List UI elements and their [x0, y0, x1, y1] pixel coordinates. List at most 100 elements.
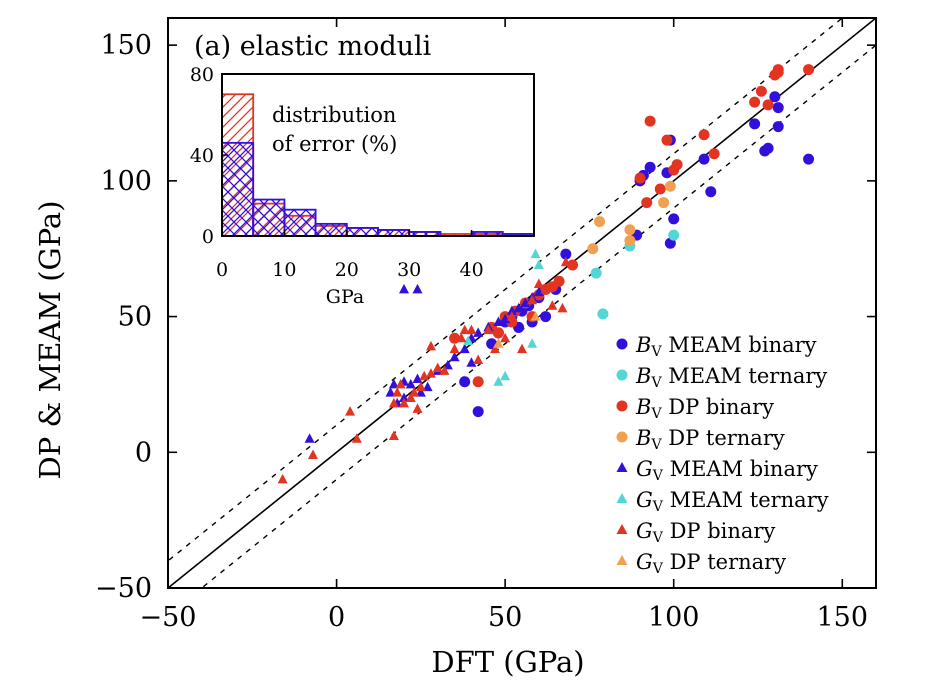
data-point — [490, 343, 501, 354]
inset-y-tick-label: 40 — [190, 145, 214, 167]
data-point — [277, 473, 288, 484]
data-point — [399, 392, 409, 402]
data-point — [399, 397, 409, 408]
data-point — [803, 153, 815, 165]
data-point — [772, 102, 784, 114]
data-point — [644, 115, 656, 127]
data-point — [749, 96, 761, 108]
panel-title: (a) elastic moduli — [194, 31, 432, 62]
data-point — [530, 311, 541, 321]
data-point — [351, 433, 362, 443]
data-point — [533, 259, 544, 269]
data-point — [634, 172, 646, 184]
y-tick-label: 0 — [135, 437, 152, 468]
data-point — [472, 376, 484, 388]
legend: BV MEAM binary BV MEAM ternary BV DP binar… — [616, 333, 829, 577]
data-point — [307, 449, 318, 459]
data-point — [466, 324, 477, 335]
legend-label: BV DP binary — [635, 395, 774, 422]
data-point — [594, 216, 606, 228]
legend-marker — [616, 431, 628, 443]
inset-x-tick-label: 0 — [216, 259, 228, 281]
x-tick-label: 0 — [328, 602, 345, 633]
inset-x-tick-label: 20 — [335, 259, 359, 281]
data-point — [422, 381, 433, 392]
data-point — [641, 197, 653, 209]
inset-y-tick-label: 80 — [190, 64, 214, 86]
data-point — [772, 64, 784, 76]
data-point — [388, 378, 399, 389]
inset-x-axis: 0 10 20 30 40 — [216, 230, 484, 281]
data-point — [624, 235, 636, 247]
histogram-bar — [314, 222, 348, 237]
data-point — [597, 308, 609, 320]
data-point — [527, 294, 538, 305]
data-point — [708, 148, 720, 160]
data-point — [506, 305, 517, 316]
data-point — [473, 354, 484, 364]
data-point — [527, 338, 538, 348]
inset-title-line-2: of error (%) — [272, 132, 397, 156]
y-tick-label: 50 — [118, 302, 152, 333]
y-axis-label: DP & MEAM (GPa) — [33, 200, 67, 479]
data-point — [749, 118, 761, 130]
data-point — [772, 121, 784, 133]
data-point — [412, 283, 423, 294]
inset-bars — [221, 93, 535, 237]
data-point — [466, 357, 477, 367]
inset-y-axis: 0 40 80 — [190, 64, 228, 248]
legend-label: GV DP binary — [636, 519, 775, 546]
data-point — [395, 378, 406, 389]
data-point — [533, 278, 544, 288]
inset-histogram: 0 10 20 30 40 0 40 80 distribution of error (%… — [190, 64, 535, 308]
legend-label: BV DP ternary — [635, 426, 785, 453]
x-tick-label: −50 — [140, 602, 197, 633]
data-point — [755, 85, 767, 97]
data-point — [456, 332, 467, 343]
data-point — [449, 351, 460, 362]
data-point — [624, 224, 636, 236]
data-point — [405, 378, 416, 389]
data-point — [803, 64, 815, 76]
data-point — [392, 387, 403, 397]
legend-marker — [616, 338, 628, 350]
data-point — [668, 164, 680, 176]
data-point — [506, 311, 517, 321]
data-point — [425, 368, 436, 378]
data-point — [668, 229, 680, 241]
x-axis: −50 0 50 100 150 — [140, 18, 868, 633]
error-band-line-1 — [168, 18, 844, 562]
data-point — [567, 259, 579, 271]
data-point — [658, 197, 670, 209]
legend-marker — [616, 524, 628, 534]
data-point — [547, 300, 558, 310]
legend-label: BV MEAM binary — [635, 333, 817, 360]
data-point — [664, 180, 676, 192]
inset-x-tick-label: 30 — [397, 259, 421, 281]
plot-frame — [167, 17, 877, 589]
data-point — [587, 243, 599, 255]
data-point — [560, 248, 572, 260]
data-point — [644, 161, 656, 173]
data-point — [762, 99, 774, 111]
legend-marker — [616, 493, 628, 503]
legend-marker — [616, 462, 628, 472]
data-point — [412, 403, 423, 413]
histogram-bar — [221, 141, 255, 237]
data-point — [661, 134, 673, 146]
legend-label: GV DP ternary — [636, 550, 786, 577]
data-point — [500, 370, 511, 381]
data-point — [698, 129, 710, 141]
data-point — [388, 430, 399, 440]
legend-marker — [616, 369, 628, 381]
inset-x-label: GPa — [326, 286, 364, 308]
data-point — [530, 248, 541, 259]
data-point — [493, 376, 504, 386]
data-points — [277, 64, 815, 484]
data-point — [493, 338, 504, 348]
data-point — [409, 387, 420, 397]
data-point — [449, 343, 460, 354]
data-point — [415, 381, 426, 392]
data-point — [439, 365, 450, 375]
